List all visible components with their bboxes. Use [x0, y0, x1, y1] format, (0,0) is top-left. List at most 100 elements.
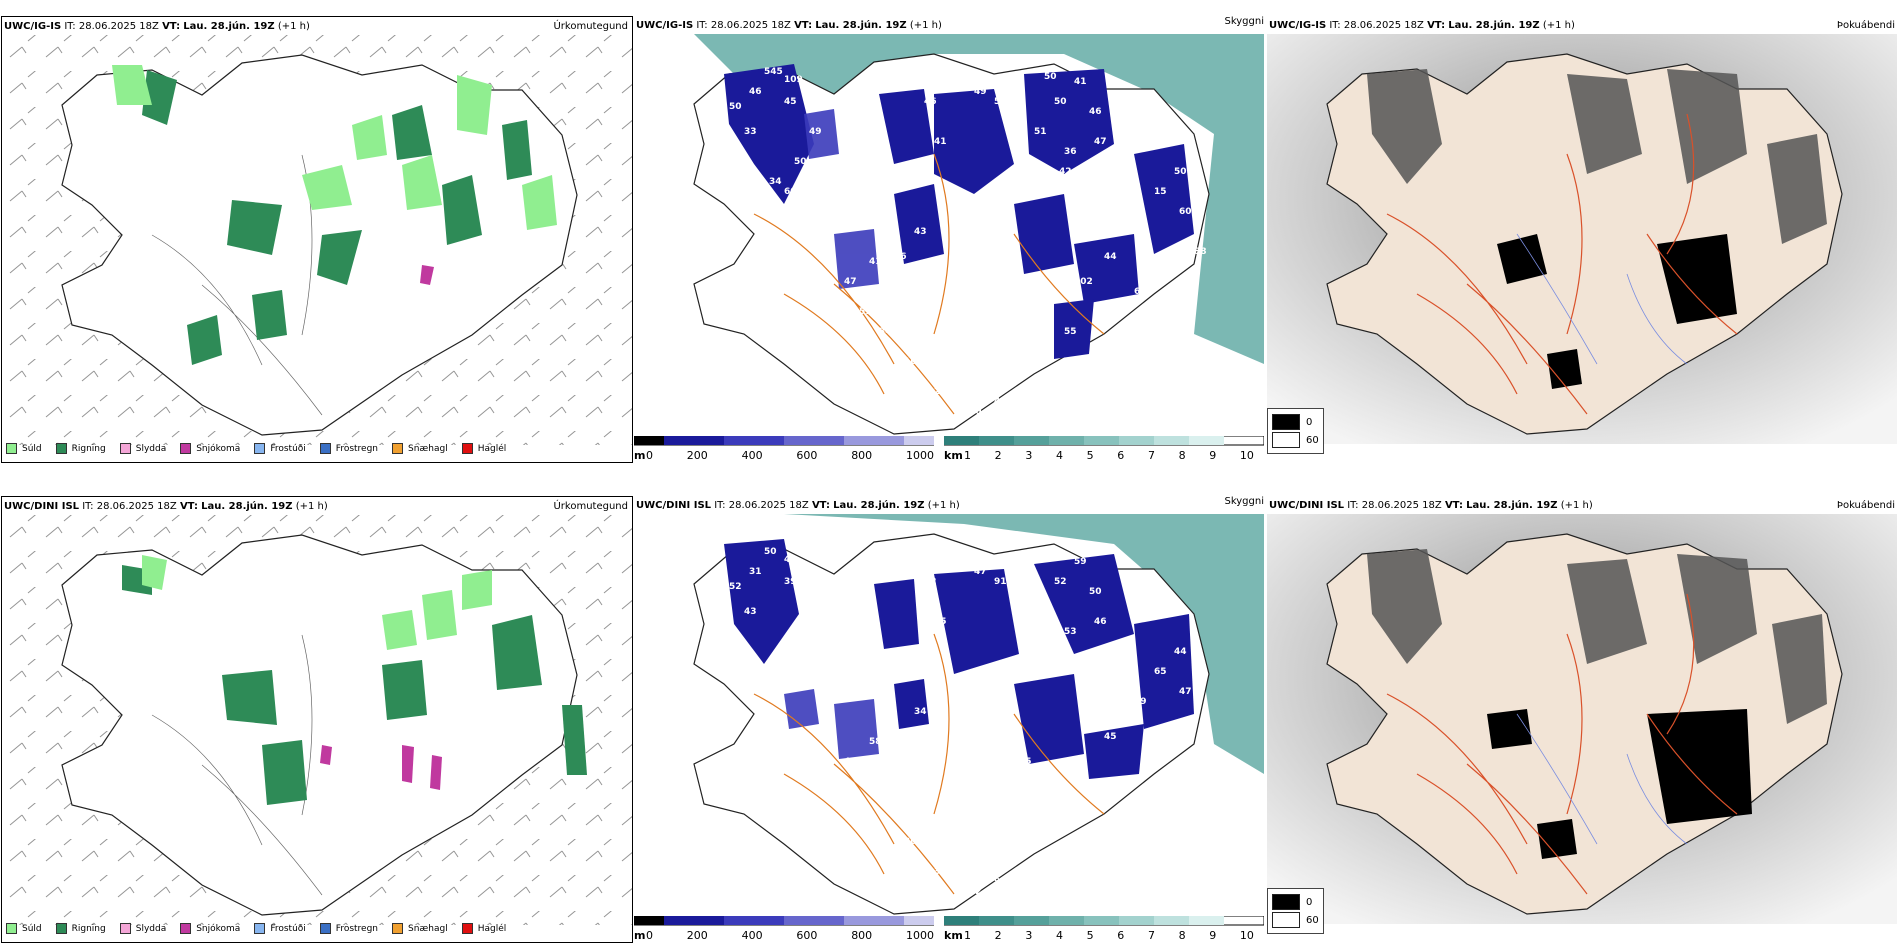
- fog-legend-row: 0: [1272, 894, 1319, 910]
- fog-legend-row: 60: [1272, 432, 1319, 448]
- cloud-base-value: 47: [974, 567, 987, 577]
- cloud-base-value: 45: [894, 732, 907, 742]
- vis-bar-unit: km: [944, 449, 963, 462]
- colorbar-tick-label: 10: [1239, 929, 1254, 942]
- fog-legend-label: 0: [1306, 416, 1313, 428]
- colorbar-tick-label: 200: [686, 449, 708, 462]
- colorbar-tick-label: 1: [964, 929, 971, 942]
- colorbar-tick-label: 10: [1239, 449, 1254, 462]
- cloud-base-value: 966: [1014, 597, 1033, 607]
- lead-time: (+1 h): [1560, 500, 1593, 511]
- colorbar-tick-label: 3: [1025, 449, 1033, 462]
- cloud-base-colorbar-svg: [634, 915, 935, 926]
- cloud-base-value: 36: [894, 252, 907, 262]
- panel-header: UWC/DINI ISL IT: 28.06.2025 18Z VT: Lau.…: [636, 499, 1262, 513]
- cloud-base-value: 40: [844, 757, 857, 767]
- legend-label: Slydda: [135, 443, 167, 454]
- it-label: IT:: [82, 501, 94, 512]
- legend-swatch: [6, 923, 17, 934]
- vt-label: VT:: [1427, 20, 1446, 31]
- panel-header: UWC/IG-IS IT: 28.06.2025 18Z VT: Lau. 28…: [636, 19, 1262, 33]
- cloud-base-value: 44: [1014, 117, 1027, 127]
- cloud-base-value: 104: [1004, 187, 1023, 197]
- colorbar-tick-label: 400: [741, 929, 763, 942]
- legend-label: Haglél: [477, 443, 507, 454]
- legend-item: Snjókoma: [180, 923, 240, 934]
- colorbar-tick-label: 600: [796, 929, 818, 942]
- fog-legend: 0 60: [1267, 408, 1324, 454]
- cloud-base-value: 95: [979, 192, 992, 202]
- fog-map: [1267, 514, 1897, 924]
- cloud-base-colorbar-svg: [634, 435, 935, 446]
- legend-swatch: [119, 923, 131, 934]
- cloud-base-value: 41: [769, 657, 782, 667]
- lead-time: (+1 h): [1542, 20, 1575, 31]
- fog-legend-label: 0: [1306, 896, 1313, 908]
- it-label: IT:: [696, 20, 708, 31]
- legend-item: Frostregn: [319, 443, 378, 454]
- panel-header: UWC/IG-IS IT: 28.06.2025 18Z VT: Lau. 28…: [4, 20, 628, 34]
- vt-label: VT:: [1444, 500, 1463, 511]
- colorbar-tick-label: 4: [1055, 449, 1063, 462]
- cloud-base-value: 57: [1024, 167, 1037, 177]
- cloud-base-value: 38: [979, 672, 992, 682]
- fog-legend-row: 0: [1272, 414, 1319, 430]
- lead-time: (+1 h): [277, 21, 310, 32]
- cloud-bar-ticks: 0 200 400 600 800 1000: [646, 449, 934, 462]
- cloud-base-value: 53: [1064, 627, 1077, 637]
- legend-item: Haglél: [461, 923, 507, 934]
- cloud-base-value: 52: [1029, 827, 1042, 837]
- colorbar-tick-label: 2: [994, 929, 1002, 942]
- cloud-base-value: 62: [1024, 647, 1037, 657]
- cloud-base-value: 34: [914, 707, 927, 717]
- fog-legend-swatch: [1272, 894, 1300, 910]
- cloud-base-value: 30: [1029, 347, 1042, 357]
- colorbar-tick-label: 200: [686, 929, 708, 942]
- legend-swatch: [254, 923, 266, 934]
- cloud-base-value: 55: [1064, 327, 1077, 337]
- cloud-base-value: 41: [869, 257, 882, 267]
- fog-panel-row1: UWC/IG-IS IT: 28.06.2025 18Z VT: Lau. 28…: [1267, 16, 1899, 463]
- cloud-base-value: 50: [1054, 97, 1067, 107]
- colorbar-tick-label: 800: [851, 929, 873, 942]
- precip-panel-row1: UWC/IG-IS IT: 28.06.2025 18Z VT: Lau. 28…: [1, 16, 633, 463]
- legend-label: Snæhagl: [408, 923, 448, 934]
- cloud-base-value: 43: [1114, 807, 1127, 817]
- colorbar-tick-label: 3: [1025, 929, 1033, 942]
- panel-header: UWC/DINI ISL IT: 28.06.2025 18Z VT: Lau.…: [1269, 499, 1895, 513]
- cloud-base-value: 44: [1104, 252, 1117, 262]
- fog-legend-swatch: [1272, 414, 1300, 430]
- cloud-base-value: 52: [1054, 577, 1067, 587]
- colorbar-tick-label: 8: [1178, 449, 1186, 462]
- vis-bar-unit: km: [944, 929, 963, 942]
- colorbar-tick-label: 9: [1209, 449, 1217, 462]
- cloud-base-value: 105: [999, 777, 1018, 787]
- cloud-base-value: 102: [1074, 277, 1093, 287]
- cloud-base-value: 47: [1179, 687, 1192, 697]
- cloud-bar-unit: m: [634, 929, 646, 942]
- cloud-base-value: 200: [934, 387, 953, 397]
- cloud-base-colorbar: m 0 200 400 600 800 1000: [634, 435, 935, 463]
- fog-legend-swatch: [1272, 432, 1300, 448]
- cloud-base-value: 15: [1154, 187, 1167, 197]
- fog-legend-label: 60: [1306, 914, 1319, 926]
- fog-legend-label: 60: [1306, 434, 1319, 446]
- legend-label: Haglél: [477, 923, 507, 934]
- cloud-base-value: 65: [1154, 667, 1167, 677]
- lead-time: (+1 h): [909, 20, 942, 31]
- legend-label: Slydda: [135, 923, 167, 934]
- cloud-base-value: 51: [1034, 127, 1047, 137]
- cloud-base-value: 45: [1104, 732, 1117, 742]
- fog-legend-swatch: [1272, 912, 1300, 928]
- cloud-base-value: 40: [999, 297, 1012, 307]
- legend-swatch: [55, 443, 67, 454]
- it-value: 28.06.2025 18Z: [1343, 20, 1424, 31]
- cloud-base-value: 584: [869, 737, 888, 747]
- cloud-base-colorbar: m 0 200 400 600 800 1000: [634, 915, 935, 943]
- cloud-base-value: 41: [934, 137, 947, 147]
- visibility-colorbar: km 1 2 3 4 5 6 7 8 9 10: [943, 915, 1265, 943]
- model-name: UWC/IG-IS: [636, 20, 694, 31]
- cloud-base-value: 39: [784, 577, 797, 587]
